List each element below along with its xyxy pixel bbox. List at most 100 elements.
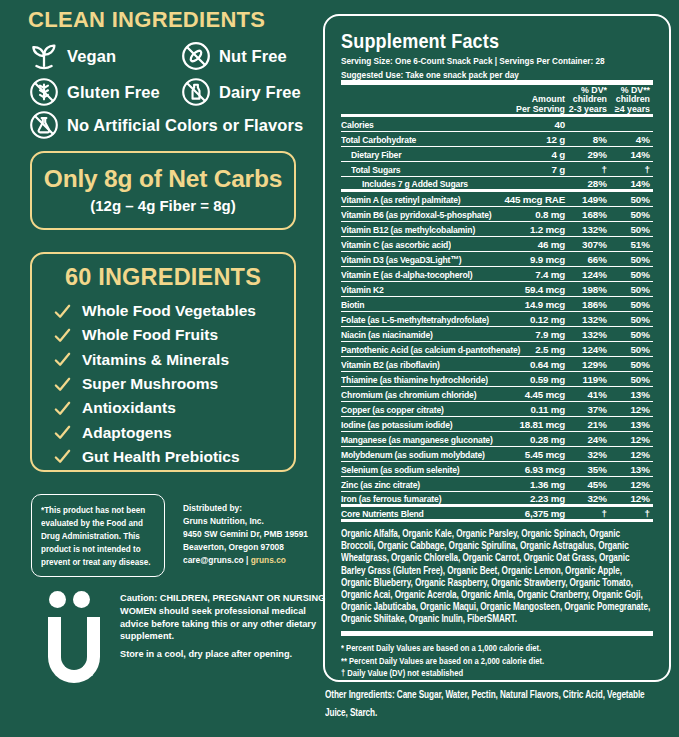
nutrient-name: Biotin [341, 299, 364, 310]
nutrient-dv-2-3: 32% [565, 493, 607, 504]
net-carbs-title: Only 8g of Net Carbs [32, 165, 294, 193]
nutrient-dv-2-3: 124% [565, 269, 607, 280]
table-row: Includes 7 g Added Sugars28%14% [341, 177, 653, 192]
table-row: Niacin (as niacinamide)7.9 mg132%50% [341, 327, 653, 342]
footnote: * Percent Daily Values are based on a 1,… [341, 642, 653, 655]
storage-text: Store in a cool, dry place after opening… [120, 648, 334, 661]
nutrient-dv-2-3: † [565, 164, 607, 175]
supplement-facts-title: Supplement Facts [341, 29, 616, 53]
serving-size-line: Serving Size: One 6-Count Snack Pack | S… [341, 54, 653, 68]
col-header-dv-2-3: % DV* children 2-3 years [565, 86, 607, 114]
nutrient-dv-4plus: 13% [607, 464, 650, 475]
nutrient-name: Vitamin C (as ascorbic acid) [341, 239, 451, 250]
nutrient-dv-2-3: 37% [565, 404, 607, 415]
supplement-facts-panel: Supplement Facts Serving Size: One 6-Cou… [323, 14, 671, 682]
distributor-line: Beaverton, Oregon 97008 [183, 540, 308, 553]
fda-disclaimer-box: *This product has not been evaluated by … [31, 494, 165, 577]
nutrient-name: Molybdenum (as sodium molybdate) [341, 449, 485, 460]
caution-block: Caution: CHILDREN, PREGNANT OR NURSING W… [120, 592, 334, 661]
table-row: Zinc (as zinc citrate)1.36 mg45%12% [341, 477, 653, 492]
badge-label: Nut Free [219, 47, 287, 66]
nutrient-amount: 7 g [481, 164, 565, 175]
nutrient-dv-2-3: 41% [565, 389, 607, 400]
nutrient-amount: 7.9 mg [481, 329, 565, 340]
nutrient-name: Zinc (as zinc citrate) [341, 479, 420, 490]
ingredients-checklist: Whole Food VegetablesWhole Food FruitsVi… [32, 299, 294, 469]
distributor-line: 9450 SW Gemini Dr, PMB 19591 [183, 527, 308, 540]
checklist-item-label: Gut Health Prebiotics [82, 448, 240, 466]
distributor-contact: care@gruns.co | gruns.co [183, 553, 308, 566]
table-row: Vitamin E (as d-alpha-tocopherol)7.4 mg1… [341, 267, 653, 282]
distributor-line: Gruns Nutrition, Inc. [183, 514, 308, 527]
nutrient-amount: 6.93 mcg [481, 464, 565, 475]
nutrient-amount: 12 g [481, 134, 565, 145]
table-row: Vitamin B6 (as pyridoxal-5-phosphate)0.8… [341, 207, 653, 222]
nutrient-dv-4plus: 50% [607, 299, 650, 310]
nutrient-name: Dietary Fiber [351, 149, 401, 160]
nutrient-dv-2-3: 124% [565, 344, 607, 355]
distributor-website-link[interactable]: gruns.co [251, 554, 286, 565]
badge-vegan: Vegan [28, 40, 116, 72]
nutrient-dv-2-3: 29% [565, 149, 607, 160]
check-icon [53, 350, 72, 369]
table-row: Thiamine (as thiamine hydrochloride)0.59… [341, 372, 653, 387]
nutrient-dv-4plus: 12% [607, 434, 650, 445]
checklist-item-label: Vitamins & Minerals [82, 351, 229, 369]
nutrient-amount: 445 mcg RAE [481, 194, 565, 205]
nutrient-amount: 46 mg [481, 239, 565, 250]
nutrient-dv-2-3: † [565, 508, 607, 519]
nutrient-amount: 40 [481, 119, 565, 130]
nutrient-dv-4plus: 50% [607, 269, 650, 280]
nutrient-dv-4plus: 12% [607, 493, 650, 504]
checklist-item: Vitamins & Minerals [32, 348, 294, 372]
logo-dot [73, 591, 90, 608]
nutrient-dv-2-3: 66% [565, 254, 607, 265]
nutrient-dv-4plus: 51% [607, 239, 650, 250]
dairy-free-icon [180, 76, 212, 108]
badge-label: Gluten Free [67, 83, 160, 102]
nutrient-name: Iron (as ferrous fumarate) [341, 493, 441, 504]
nutrient-name: Calories [341, 119, 374, 130]
serving-info: Serving Size: One 6-Count Snack Pack | S… [341, 54, 653, 82]
table-row: Chromium (as chromium chloride)4.45 mcg4… [341, 387, 653, 402]
nutrient-name: Vitamin E (as d-alpha-tocopherol) [341, 269, 473, 280]
divider-thick [341, 631, 653, 636]
table-row: Calories 40 [341, 117, 653, 132]
nutrient-dv-2-3: 35% [565, 464, 607, 475]
col-header-amount: Amount Per Serving [481, 95, 565, 114]
checklist-item-label: Whole Food Fruits [82, 326, 218, 344]
nutrient-amount: 0.12 mg [481, 314, 565, 325]
nutrient-dv-4plus: 50% [607, 209, 650, 220]
table-row: Vitamin B2 (as riboflavin)0.64 mg129%50% [341, 357, 653, 372]
nutrient-dv-2-3: 307% [565, 239, 607, 250]
badge-dairy-free: Dairy Free [180, 76, 301, 108]
checklist-item: Gut Health Prebiotics [32, 445, 294, 469]
distributor-block: Distributed by: Gruns Nutrition, Inc. 94… [183, 501, 308, 566]
nutrient-dv-4plus: 4% [607, 134, 650, 145]
nutrient-name: Pantothenic Acid (as calcium d-pantothen… [341, 344, 520, 355]
table-row: Folate (as L-5-methyltetrahydrofolate)0.… [341, 312, 653, 327]
table-row: Vitamin D3 (as VegaD3Light™)9.9 mcg66%50… [341, 252, 653, 267]
distributor-email[interactable]: care@gruns.co [183, 554, 244, 565]
nutrient-amount: 59.4 mcg [481, 284, 565, 295]
nutrient-dv-2-3: 24% [565, 434, 607, 445]
nutrient-name: Vitamin B12 (as methylcobalamin) [341, 224, 475, 235]
nutrient-dv-4plus: 50% [607, 374, 650, 385]
no-artificial-icon [28, 109, 60, 141]
nutrient-name: Chromium (as chromium chloride) [341, 389, 476, 400]
badge-gluten-free: Gluten Free [28, 76, 160, 108]
nutrient-amount: 18.81 mcg [481, 419, 565, 430]
table-row: Iodine (as potassium iodide)18.81 mcg21%… [341, 417, 653, 432]
table-row: Dietary Fiber4 g29%14% [341, 147, 653, 162]
badge-label: Dairy Free [219, 83, 301, 102]
badge-label: No Artificial Colors or Flavors [67, 116, 303, 135]
nutrient-dv-4plus: 12% [607, 404, 650, 415]
footnote: † Daily Value (DV) not established [341, 667, 653, 680]
nutrient-name: Thiamine (as thiamine hydrochloride) [341, 374, 488, 385]
nutrient-name: Total Carbohydrate [341, 134, 416, 145]
footnote: ** Percent Daily Values are based on a 2… [341, 655, 653, 668]
nutrient-dv-2-3: 28% [565, 178, 607, 189]
nutrient-dv-2-3: 132% [565, 314, 607, 325]
nutrient-dv-2-3: 8% [565, 134, 607, 145]
facts-rows: Calories 40 Total Carbohydrate 12 g8%4% Diet… [341, 117, 653, 522]
